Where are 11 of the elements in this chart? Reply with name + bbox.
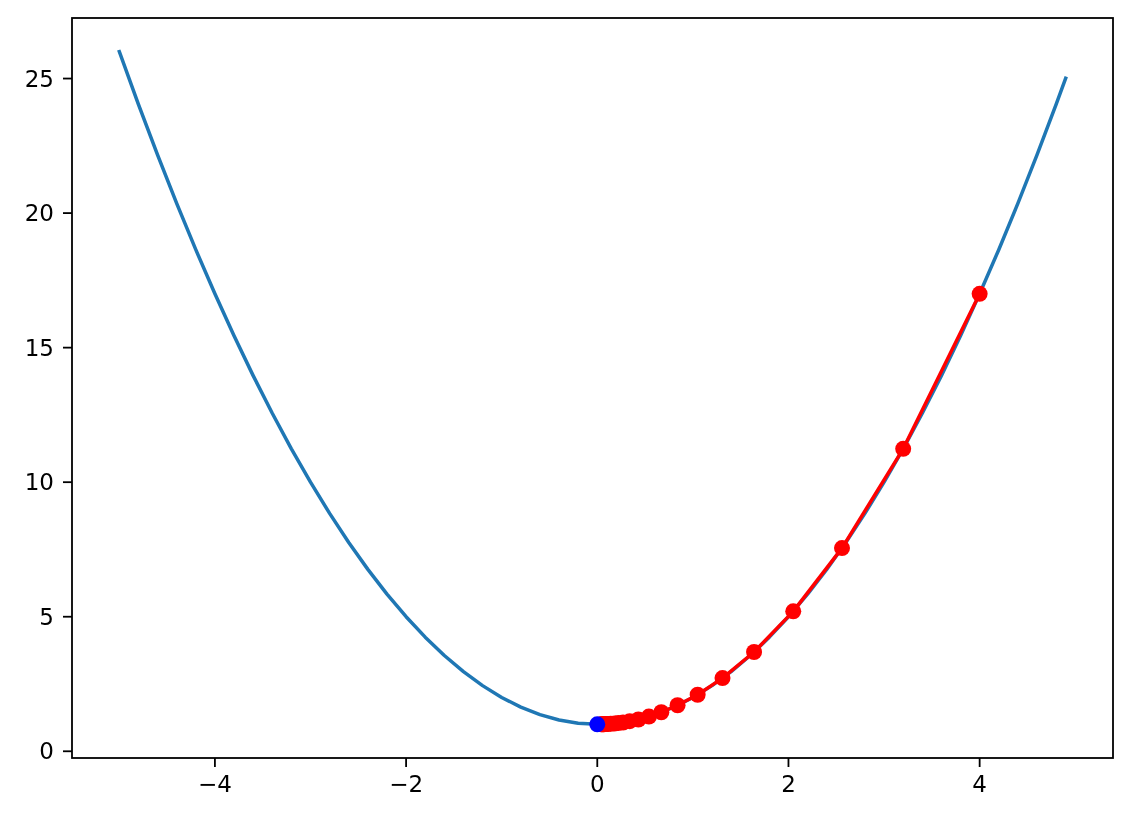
x-tick-label: −4 — [197, 771, 232, 798]
x-tick-label: 4 — [972, 771, 987, 798]
x-tick-label: −2 — [389, 771, 424, 798]
y-tick-label: 5 — [39, 603, 54, 630]
x-tick-label: 0 — [589, 771, 605, 798]
x-tick-label: 2 — [781, 771, 796, 798]
y-tick-label: 0 — [39, 738, 54, 765]
y-tick-label: 25 — [24, 65, 54, 92]
y-tick-label: 15 — [24, 334, 54, 361]
y-tick-label: 10 — [24, 469, 54, 496]
y-tick-label: 20 — [24, 200, 54, 227]
